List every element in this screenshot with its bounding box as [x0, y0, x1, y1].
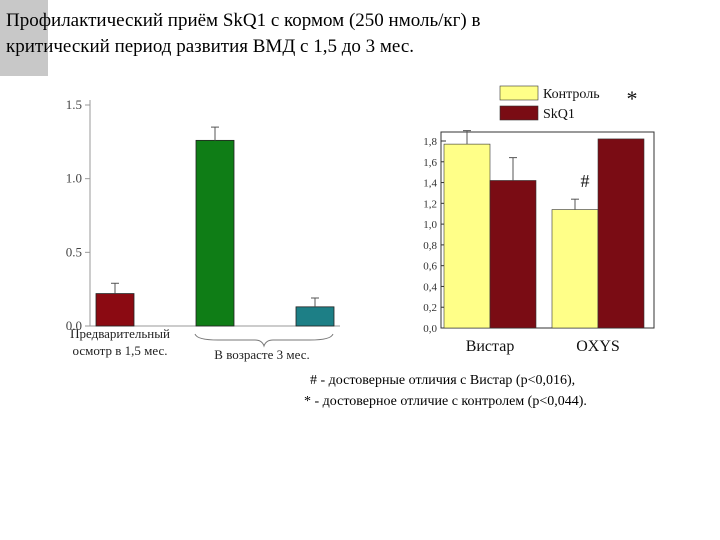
right-bar: [489, 180, 537, 329]
left-group-label-line: Предварительный: [70, 326, 170, 341]
significance-note-hash: # - достоверные отличия с Вистар (p<0,01…: [310, 373, 576, 388]
right-y-tick-label: 1,6: [423, 157, 437, 169]
age-group-brace: [194, 333, 334, 348]
left-group-labels: Предварительный осмотр в 1,5 мес. В возрас…: [70, 326, 310, 362]
right-bar: [551, 209, 599, 329]
right-annotations: #*: [581, 86, 638, 191]
right-plot-frame: [440, 131, 655, 329]
slide-title-line-2: критический период развития ВМД с 1,5 до…: [6, 36, 414, 57]
left-y-ticks: 0.0 0.5 1.0 1.5: [66, 97, 90, 333]
right-bars: [443, 130, 645, 329]
slide-title-line-1: Профилактический приём SkQ1 с кормом (25…: [6, 10, 481, 31]
right-category-labels: Вистар OXYS: [466, 338, 620, 355]
left-group-label-line: осмотр в 1,5 мес.: [73, 343, 168, 358]
right-bar: [597, 138, 645, 329]
right-y-tick-label: 0,0: [423, 323, 437, 335]
significance-marker: *: [627, 86, 638, 111]
right-y-tick-label: 1,0: [423, 219, 437, 231]
left-y-tick-label: 0.5: [66, 244, 82, 259]
right-y-tick-label: 0,2: [423, 302, 437, 314]
left-bar: [195, 139, 235, 327]
left-bar-chart: 0.0 0.5 1.0 1.5 Предварительный осмотр в 1,5…: [66, 97, 340, 362]
left-bar: [95, 293, 135, 327]
left-group-label-line: В возрасте 3 мес.: [214, 347, 309, 362]
right-y-tick-label: 0,8: [423, 240, 437, 252]
right-y-tick-label: 1,4: [423, 178, 437, 190]
right-category-label: Вистар: [466, 338, 515, 355]
left-group-label: Предварительный осмотр в 1,5 мес.: [70, 326, 170, 358]
left-y-tick-label: 1.0: [66, 171, 82, 186]
legend-swatch: [499, 85, 539, 101]
right-legend: Контроль SkQ1: [499, 85, 600, 122]
left-y-tick-label: 1.5: [66, 97, 82, 112]
left-group-label: В возрасте 3 мес.: [214, 347, 309, 362]
legend-label: Контроль: [543, 87, 600, 102]
right-y-ticks: 0,0 0,2 0,4 0,6 0,8 1,0 1,2 1,4 1,6 1,8: [423, 136, 446, 335]
legend-label: SkQ1: [543, 107, 575, 122]
left-bar: [295, 306, 335, 327]
right-y-tick-label: 1,2: [423, 198, 437, 210]
slide-title: Профилактический приём SkQ1 с кормом (25…: [6, 8, 706, 60]
legend-swatch: [499, 105, 539, 121]
right-bar-chart: 0,0 0,2 0,4 0,6 0,8 1,0 1,2 1,4 1,6 1,8 Вистар OXY…: [423, 85, 655, 355]
left-bars: [95, 126, 335, 327]
significance-marker: #: [581, 171, 590, 191]
significance-note-star: * - достоверное отличие с контролем (p<0…: [304, 394, 587, 409]
right-y-tick-label: 1,8: [423, 136, 437, 148]
right-y-tick-label: 0,6: [423, 261, 437, 273]
right-category-label: OXYS: [576, 338, 620, 355]
corner-decoration: [0, 0, 48, 76]
right-bar: [443, 143, 491, 329]
left-y-tick-label: 0.0: [66, 318, 82, 333]
right-y-tick-label: 0,4: [423, 281, 437, 293]
